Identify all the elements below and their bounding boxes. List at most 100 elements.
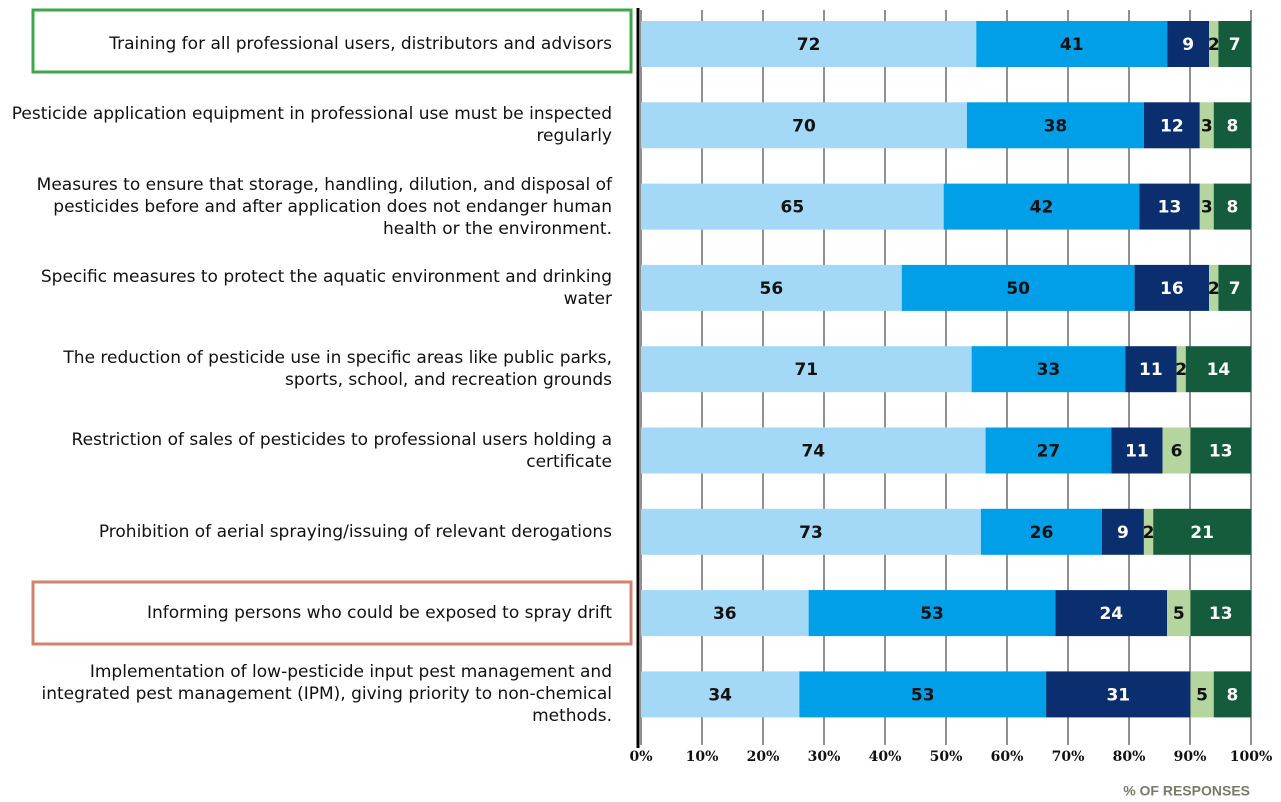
bar-segment bbox=[943, 183, 1140, 230]
bar-segment bbox=[985, 427, 1112, 474]
bar-segment bbox=[1143, 508, 1154, 555]
bar-segment bbox=[976, 21, 1168, 67]
highlight-box bbox=[31, 8, 633, 74]
x-tick-label: 50% bbox=[930, 749, 963, 765]
data-label: 12 bbox=[1160, 116, 1184, 136]
x-tick-label: 90% bbox=[1174, 749, 1207, 765]
data-label: 14 bbox=[1207, 360, 1231, 380]
category-label: Informing persons who could be exposed t… bbox=[147, 603, 612, 624]
bar-segment bbox=[1176, 346, 1186, 393]
category-label: Measures to ensure that storage, handlin… bbox=[36, 174, 612, 239]
data-label: 38 bbox=[1044, 116, 1068, 136]
data-label: 42 bbox=[1030, 198, 1054, 218]
bar-segment bbox=[1209, 264, 1219, 311]
bar-segment bbox=[1143, 102, 1200, 149]
bar-segment bbox=[966, 102, 1144, 149]
x-tick-label: 60% bbox=[991, 749, 1024, 765]
bar-segment bbox=[799, 671, 1047, 718]
bar-segment bbox=[808, 590, 1056, 637]
data-label: 13 bbox=[1209, 442, 1233, 462]
bar-segment bbox=[901, 264, 1135, 311]
data-label: 26 bbox=[1030, 523, 1054, 543]
data-label: 5 bbox=[1173, 604, 1185, 624]
data-label: 3 bbox=[1201, 116, 1213, 136]
bar-segment bbox=[1167, 590, 1191, 637]
bar-segment bbox=[980, 508, 1102, 555]
data-label: 71 bbox=[794, 360, 818, 380]
category-label: Pesticide application equipment in profe… bbox=[11, 104, 612, 147]
data-label: 56 bbox=[760, 279, 784, 299]
x-tick-label: 100% bbox=[1230, 749, 1273, 765]
x-tick-label: 80% bbox=[1113, 749, 1146, 765]
data-label: 74 bbox=[801, 442, 825, 462]
data-label: 8 bbox=[1226, 685, 1238, 705]
data-label: 53 bbox=[911, 685, 935, 705]
data-label: 34 bbox=[708, 685, 732, 705]
data-label: 9 bbox=[1182, 35, 1194, 55]
category-label: Implementation of low-pesticide input pe… bbox=[41, 662, 612, 727]
bar-segment bbox=[1139, 183, 1200, 230]
data-label: 3 bbox=[1201, 198, 1213, 218]
bar-segment bbox=[641, 671, 800, 718]
bar-segment bbox=[1153, 508, 1251, 555]
data-label: 72 bbox=[797, 35, 821, 55]
bar-segment bbox=[1213, 183, 1251, 230]
bar-segment bbox=[641, 102, 967, 149]
bar-segment bbox=[641, 264, 902, 311]
bar-segment bbox=[1199, 183, 1214, 230]
data-label: 41 bbox=[1060, 35, 1084, 55]
bar-segment bbox=[1209, 21, 1219, 67]
bar-segment bbox=[1185, 346, 1251, 393]
x-tick-label: 30% bbox=[808, 749, 841, 765]
x-tick-label: 20% bbox=[747, 749, 780, 765]
data-label: 7 bbox=[1229, 279, 1241, 299]
data-label: 33 bbox=[1037, 360, 1061, 380]
category-label: The reduction of pesticide use in specif… bbox=[63, 348, 612, 391]
bar-segment bbox=[1167, 21, 1210, 67]
category-label: Prohibition of aerial spraying/issuing o… bbox=[98, 521, 612, 542]
bar-segment bbox=[1190, 671, 1214, 718]
bar-segment bbox=[971, 346, 1126, 393]
x-tick-label: 40% bbox=[869, 749, 902, 765]
data-label: 2 bbox=[1175, 360, 1187, 380]
data-label: 53 bbox=[920, 604, 944, 624]
data-label: 6 bbox=[1171, 442, 1183, 462]
data-label: 11 bbox=[1125, 442, 1149, 462]
data-label: 31 bbox=[1106, 685, 1130, 705]
bar-segment bbox=[641, 346, 972, 393]
bar-segment bbox=[1199, 102, 1214, 149]
bar-segment bbox=[641, 508, 981, 555]
x-tick-label: 70% bbox=[1052, 749, 1085, 765]
bar-segment bbox=[1218, 21, 1251, 67]
bar-segment bbox=[1055, 590, 1168, 637]
bar-segment bbox=[1218, 264, 1251, 311]
category-label: Restriction of sales of pesticides to pr… bbox=[71, 429, 612, 472]
data-label: 65 bbox=[780, 198, 804, 218]
bar-segment bbox=[1213, 671, 1251, 718]
data-label: 50 bbox=[1006, 279, 1030, 299]
data-label: 8 bbox=[1226, 116, 1238, 136]
data-label: 8 bbox=[1226, 198, 1238, 218]
highlight-box bbox=[31, 580, 633, 646]
data-label: 2 bbox=[1208, 279, 1220, 299]
x-tick-label: 10% bbox=[686, 749, 719, 765]
data-label: 73 bbox=[799, 523, 823, 543]
bar-segment bbox=[1134, 264, 1210, 311]
category-label: Specific measures to protect the aquatic… bbox=[40, 266, 612, 309]
data-label: 36 bbox=[713, 604, 737, 624]
bar-segment bbox=[1101, 508, 1144, 555]
data-label: 21 bbox=[1190, 523, 1214, 543]
data-label: 11 bbox=[1139, 360, 1163, 380]
x-axis-label: % OF RESPONSES bbox=[1123, 783, 1250, 799]
data-label: 9 bbox=[1117, 523, 1129, 543]
bar-segment bbox=[1162, 427, 1191, 474]
data-label: 7 bbox=[1229, 35, 1241, 55]
bar-segment bbox=[1111, 427, 1163, 474]
x-tick-label: 0% bbox=[629, 749, 652, 765]
bar-segment bbox=[1190, 427, 1251, 474]
data-label: 2 bbox=[1143, 523, 1155, 543]
bar-segment bbox=[1213, 102, 1251, 149]
data-label: 27 bbox=[1037, 442, 1061, 462]
